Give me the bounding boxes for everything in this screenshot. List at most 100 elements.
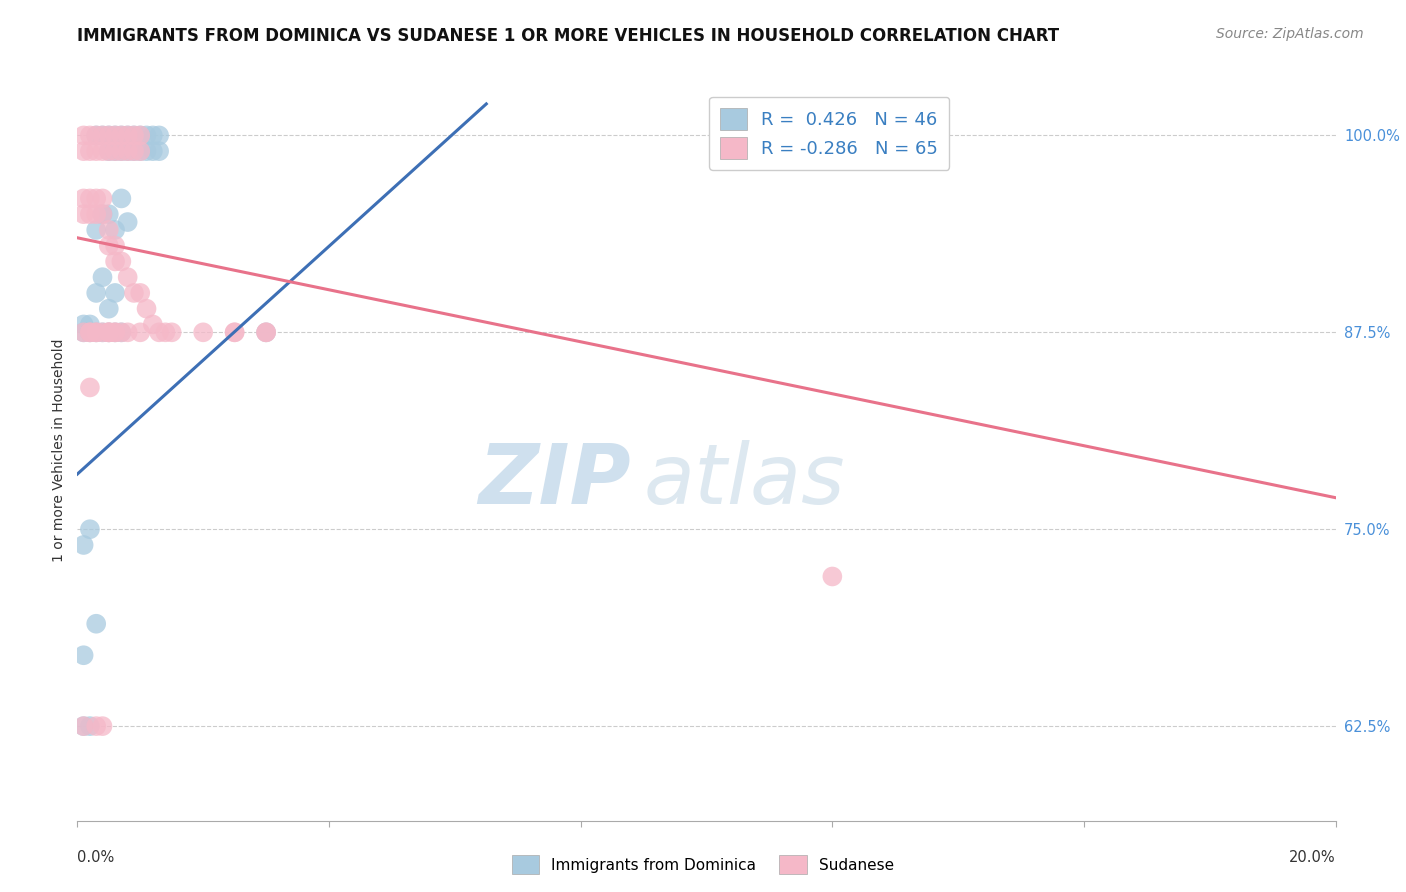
Point [122, 144, 145, 158]
Point [135, 301, 157, 316]
Point [117, 128, 139, 143]
Point [84, 207, 107, 221]
Point [79, 144, 101, 158]
Point [84, 128, 107, 143]
Point [135, 144, 157, 158]
Text: IMMIGRANTS FROM DOMINICA VS SUDANESE 1 OR MORE VEHICLES IN HOUSEHOLD CORRELATION: IMMIGRANTS FROM DOMINICA VS SUDANESE 1 O… [77, 27, 1060, 45]
Point [104, 238, 127, 252]
Point [84, 326, 107, 340]
Point [97, 128, 120, 143]
Point [91, 719, 114, 733]
Point [79, 326, 101, 340]
Point [117, 270, 139, 285]
Point [104, 128, 127, 143]
Point [79, 318, 101, 332]
Point [72, 719, 94, 733]
Point [117, 144, 139, 158]
Point [129, 128, 152, 143]
Point [110, 326, 132, 340]
Point [821, 569, 844, 583]
Point [97, 326, 120, 340]
Point [97, 144, 120, 158]
Point [129, 144, 152, 158]
Point [97, 326, 120, 340]
Text: atlas: atlas [644, 440, 845, 521]
Point [104, 326, 127, 340]
Legend: Immigrants from Dominica, Sudanese: Immigrants from Dominica, Sudanese [506, 849, 900, 880]
Point [97, 326, 120, 340]
Point [160, 326, 183, 340]
Point [97, 144, 120, 158]
Point [79, 326, 101, 340]
Point [129, 144, 152, 158]
Point [79, 719, 101, 733]
Point [110, 144, 132, 158]
Point [79, 191, 101, 205]
Text: 0.0%: 0.0% [77, 850, 114, 865]
Point [104, 144, 127, 158]
Point [84, 326, 107, 340]
Point [79, 380, 101, 394]
Point [110, 326, 132, 340]
Point [84, 616, 107, 631]
Point [104, 144, 127, 158]
Point [104, 326, 127, 340]
Point [84, 144, 107, 158]
Point [79, 207, 101, 221]
Point [104, 223, 127, 237]
Point [91, 128, 114, 143]
Point [91, 207, 114, 221]
Point [117, 215, 139, 229]
Point [84, 285, 107, 300]
Point [122, 128, 145, 143]
Point [110, 128, 132, 143]
Point [148, 128, 170, 143]
Point [117, 326, 139, 340]
Point [104, 326, 127, 340]
Point [148, 326, 170, 340]
Point [84, 223, 107, 237]
Point [254, 326, 277, 340]
Point [72, 648, 94, 663]
Point [91, 326, 114, 340]
Point [129, 326, 152, 340]
Point [79, 326, 101, 340]
Y-axis label: 1 or more Vehicles in Household: 1 or more Vehicles in Household [52, 339, 66, 562]
Point [72, 144, 94, 158]
Point [72, 318, 94, 332]
Point [104, 254, 127, 268]
Point [129, 285, 152, 300]
Legend: R =  0.426   N = 46, R = -0.286   N = 65: R = 0.426 N = 46, R = -0.286 N = 65 [709, 96, 949, 169]
Point [142, 144, 165, 158]
Point [142, 318, 165, 332]
Point [72, 191, 94, 205]
Point [84, 191, 107, 205]
Text: ZIP: ZIP [478, 440, 631, 521]
Point [91, 128, 114, 143]
Point [79, 522, 101, 536]
Point [110, 191, 132, 205]
Point [84, 128, 107, 143]
Point [129, 128, 152, 143]
Point [97, 238, 120, 252]
Point [104, 128, 127, 143]
Point [84, 326, 107, 340]
Point [79, 128, 101, 143]
Point [72, 128, 94, 143]
Point [72, 538, 94, 552]
Point [72, 326, 94, 340]
Point [97, 301, 120, 316]
Text: Source: ZipAtlas.com: Source: ZipAtlas.com [1216, 27, 1364, 41]
Point [148, 144, 170, 158]
Point [122, 144, 145, 158]
Point [224, 326, 246, 340]
Point [135, 128, 157, 143]
Point [117, 128, 139, 143]
Point [142, 128, 165, 143]
Point [91, 270, 114, 285]
Point [72, 326, 94, 340]
Point [91, 207, 114, 221]
Point [254, 326, 277, 340]
Point [97, 207, 120, 221]
Point [84, 719, 107, 733]
